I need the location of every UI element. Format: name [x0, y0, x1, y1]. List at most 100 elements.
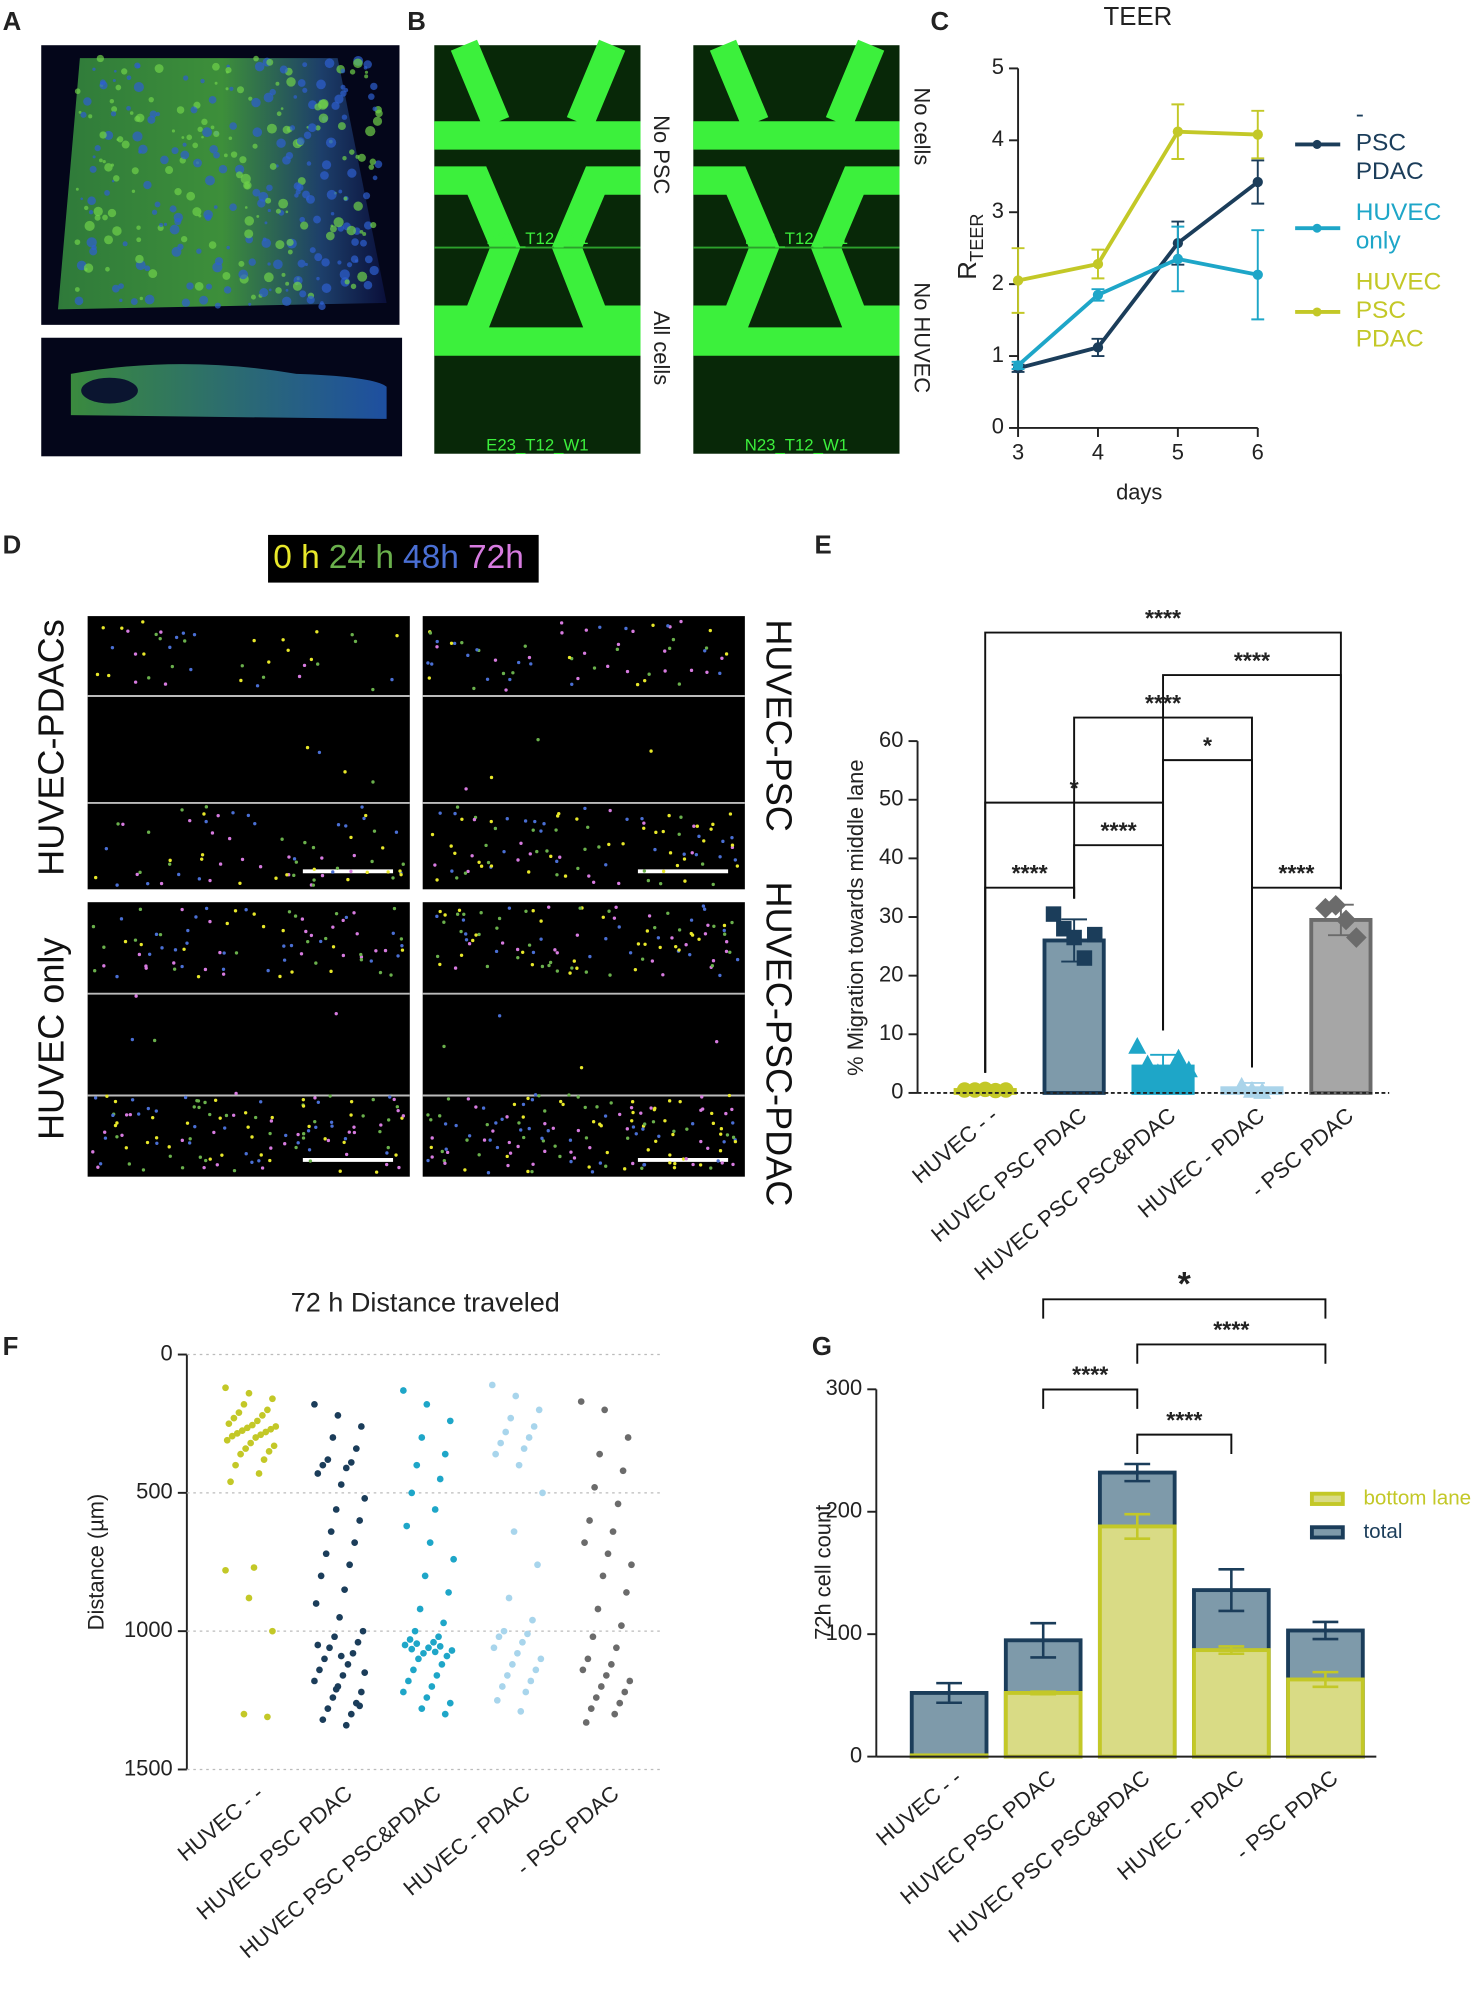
series-line	[1017, 180, 1259, 371]
texture-dot	[203, 209, 213, 220]
texture-dot	[212, 1130, 216, 1135]
x-tick-label: HUVEC PSC PDAC	[192, 1781, 357, 1925]
texture-dot	[477, 932, 481, 937]
texture-dot	[199, 295, 209, 305]
y-tick-label: 0	[850, 1742, 862, 1767]
texture-dot	[442, 920, 446, 924]
texture-dot	[530, 1098, 535, 1102]
texture-dot	[273, 259, 283, 270]
texture-dot	[95, 672, 100, 677]
texture-dot	[110, 111, 117, 117]
data-point	[586, 1517, 593, 1524]
data-point	[269, 1395, 276, 1403]
data-point	[312, 1600, 320, 1607]
data-point	[509, 1661, 516, 1668]
texture-dot	[225, 921, 229, 926]
texture-dot	[489, 775, 494, 780]
data-point	[344, 1661, 352, 1668]
texture-dot	[576, 676, 580, 681]
texture-dot	[462, 912, 466, 916]
y-tick-label: 300	[826, 1375, 863, 1400]
texture-dot	[83, 263, 94, 273]
texture-dot	[142, 652, 146, 656]
texture-dot	[218, 862, 223, 866]
texture-dot	[194, 915, 198, 919]
texture-dot	[516, 955, 520, 960]
texture-dot	[675, 863, 680, 868]
texture-dot	[287, 910, 292, 914]
texture-dot	[115, 883, 119, 887]
texture-dot	[630, 1100, 635, 1104]
texture-dot	[711, 882, 715, 887]
texture-dot	[721, 839, 725, 844]
texture-dot	[583, 1105, 587, 1110]
texture-dot	[282, 958, 287, 962]
texture-dot	[146, 881, 150, 886]
texture-dot	[192, 142, 199, 149]
texture-dot	[658, 881, 663, 886]
texture-dot	[239, 156, 247, 164]
texture-dot	[104, 190, 110, 196]
texture-dot	[250, 1135, 254, 1139]
texture-dot	[294, 1145, 298, 1150]
texture-dot	[386, 870, 390, 874]
texture-dot	[120, 626, 124, 630]
data-point	[1092, 258, 1104, 270]
texture-dot	[646, 878, 651, 883]
texture-dot	[355, 154, 360, 159]
texture-dot	[266, 968, 270, 973]
texture-dot	[445, 1150, 450, 1155]
texture-dot	[115, 974, 119, 979]
data-point	[420, 1649, 427, 1657]
texture-dot	[238, 881, 242, 885]
texture-dot	[371, 687, 375, 692]
texture-dot	[267, 660, 271, 664]
data-point	[597, 1683, 605, 1690]
texture-dot	[385, 1151, 389, 1155]
texture-dot	[642, 869, 647, 873]
texture-dot	[703, 649, 707, 653]
texture-dot	[495, 926, 499, 930]
texture-dot	[631, 1110, 635, 1115]
texture-dot	[395, 634, 399, 638]
texture-dot	[259, 288, 269, 298]
texture-dot	[718, 1149, 723, 1153]
texture-dot	[364, 74, 369, 79]
legend-marker	[1312, 223, 1322, 233]
texture-dot	[539, 829, 543, 833]
texture-dot	[171, 147, 179, 155]
texture-dot	[115, 84, 122, 91]
texture-dot	[102, 214, 108, 221]
texture-dot	[281, 638, 285, 642]
error-bar	[1312, 1620, 1339, 1641]
texture-dot	[331, 925, 335, 929]
texture-dot	[269, 1119, 274, 1123]
image-chip	[693, 45, 900, 454]
texture-dot	[204, 819, 208, 824]
image-chip	[434, 45, 641, 454]
data-point	[255, 1470, 263, 1477]
texture-dot	[479, 864, 484, 868]
texture-dot	[604, 1164, 608, 1168]
texture-dot	[339, 269, 350, 280]
texture-dot	[138, 870, 142, 874]
texture-dot	[297, 674, 302, 679]
texture-dot	[559, 621, 564, 625]
texture-dot	[572, 1156, 577, 1160]
texture-dot	[374, 1170, 379, 1174]
panel-letter: F	[3, 1333, 19, 1361]
texture-dot	[500, 941, 505, 945]
y-tick-label: 1500	[124, 1755, 173, 1780]
texture-dot	[330, 224, 334, 228]
texture-dot	[133, 82, 144, 93]
texture-dot	[364, 255, 373, 264]
texture-dot	[691, 1162, 695, 1167]
texture-dot	[129, 111, 134, 115]
texture-dot	[183, 75, 189, 81]
texture-dot	[284, 1133, 288, 1138]
texture-dot	[306, 295, 315, 304]
texture-dot	[159, 223, 164, 228]
texture-dot	[575, 966, 579, 970]
data-point	[421, 1572, 429, 1580]
texture-dot	[568, 1138, 573, 1142]
